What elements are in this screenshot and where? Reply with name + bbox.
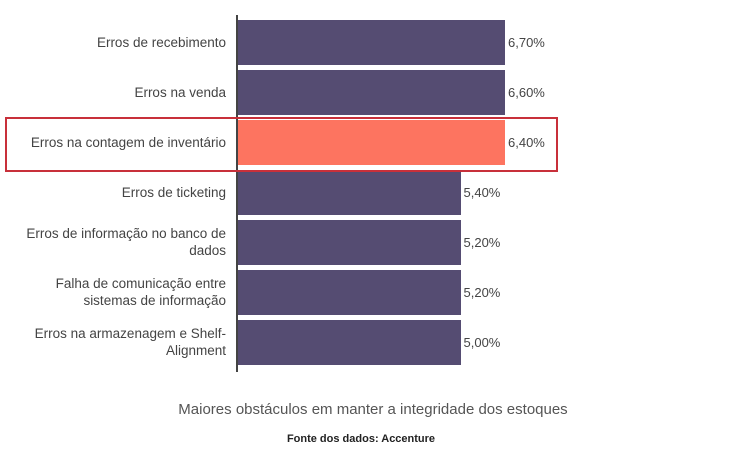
value-label: 6,40% (508, 135, 545, 150)
chart-title: Maiores obstáculos em manter a integrida… (178, 401, 568, 418)
value-label: 5,00% (463, 335, 501, 350)
bar (238, 220, 461, 265)
bar (238, 120, 505, 165)
chart-source: Fonte dos dados: Accenture (286, 433, 436, 445)
y-axis-line (236, 15, 238, 372)
category-label: Falha de comunicação entre sistemas de i… (55, 276, 226, 308)
category-label: Erros na venda (134, 84, 226, 100)
bar (238, 270, 461, 315)
bar (238, 70, 505, 115)
category-label: Erros de ticketing (121, 184, 226, 200)
highlight-box (5, 117, 558, 172)
bar (238, 170, 461, 215)
value-label: 5,20% (463, 235, 501, 250)
category-label: Erros na armazenagem e Shelf-Alignment (34, 326, 226, 358)
value-label: 5,20% (463, 285, 501, 300)
category-label: Erros de informação no banco de dados (26, 226, 226, 258)
category-label: Erros na contagem de inventário (30, 134, 226, 150)
bar (238, 20, 505, 65)
bar (238, 320, 461, 365)
value-label: 6,60% (508, 85, 545, 100)
value-label: 6,70% (508, 35, 545, 50)
category-label: Erros de recebimento (96, 34, 226, 50)
value-label: 5,40% (463, 185, 501, 200)
